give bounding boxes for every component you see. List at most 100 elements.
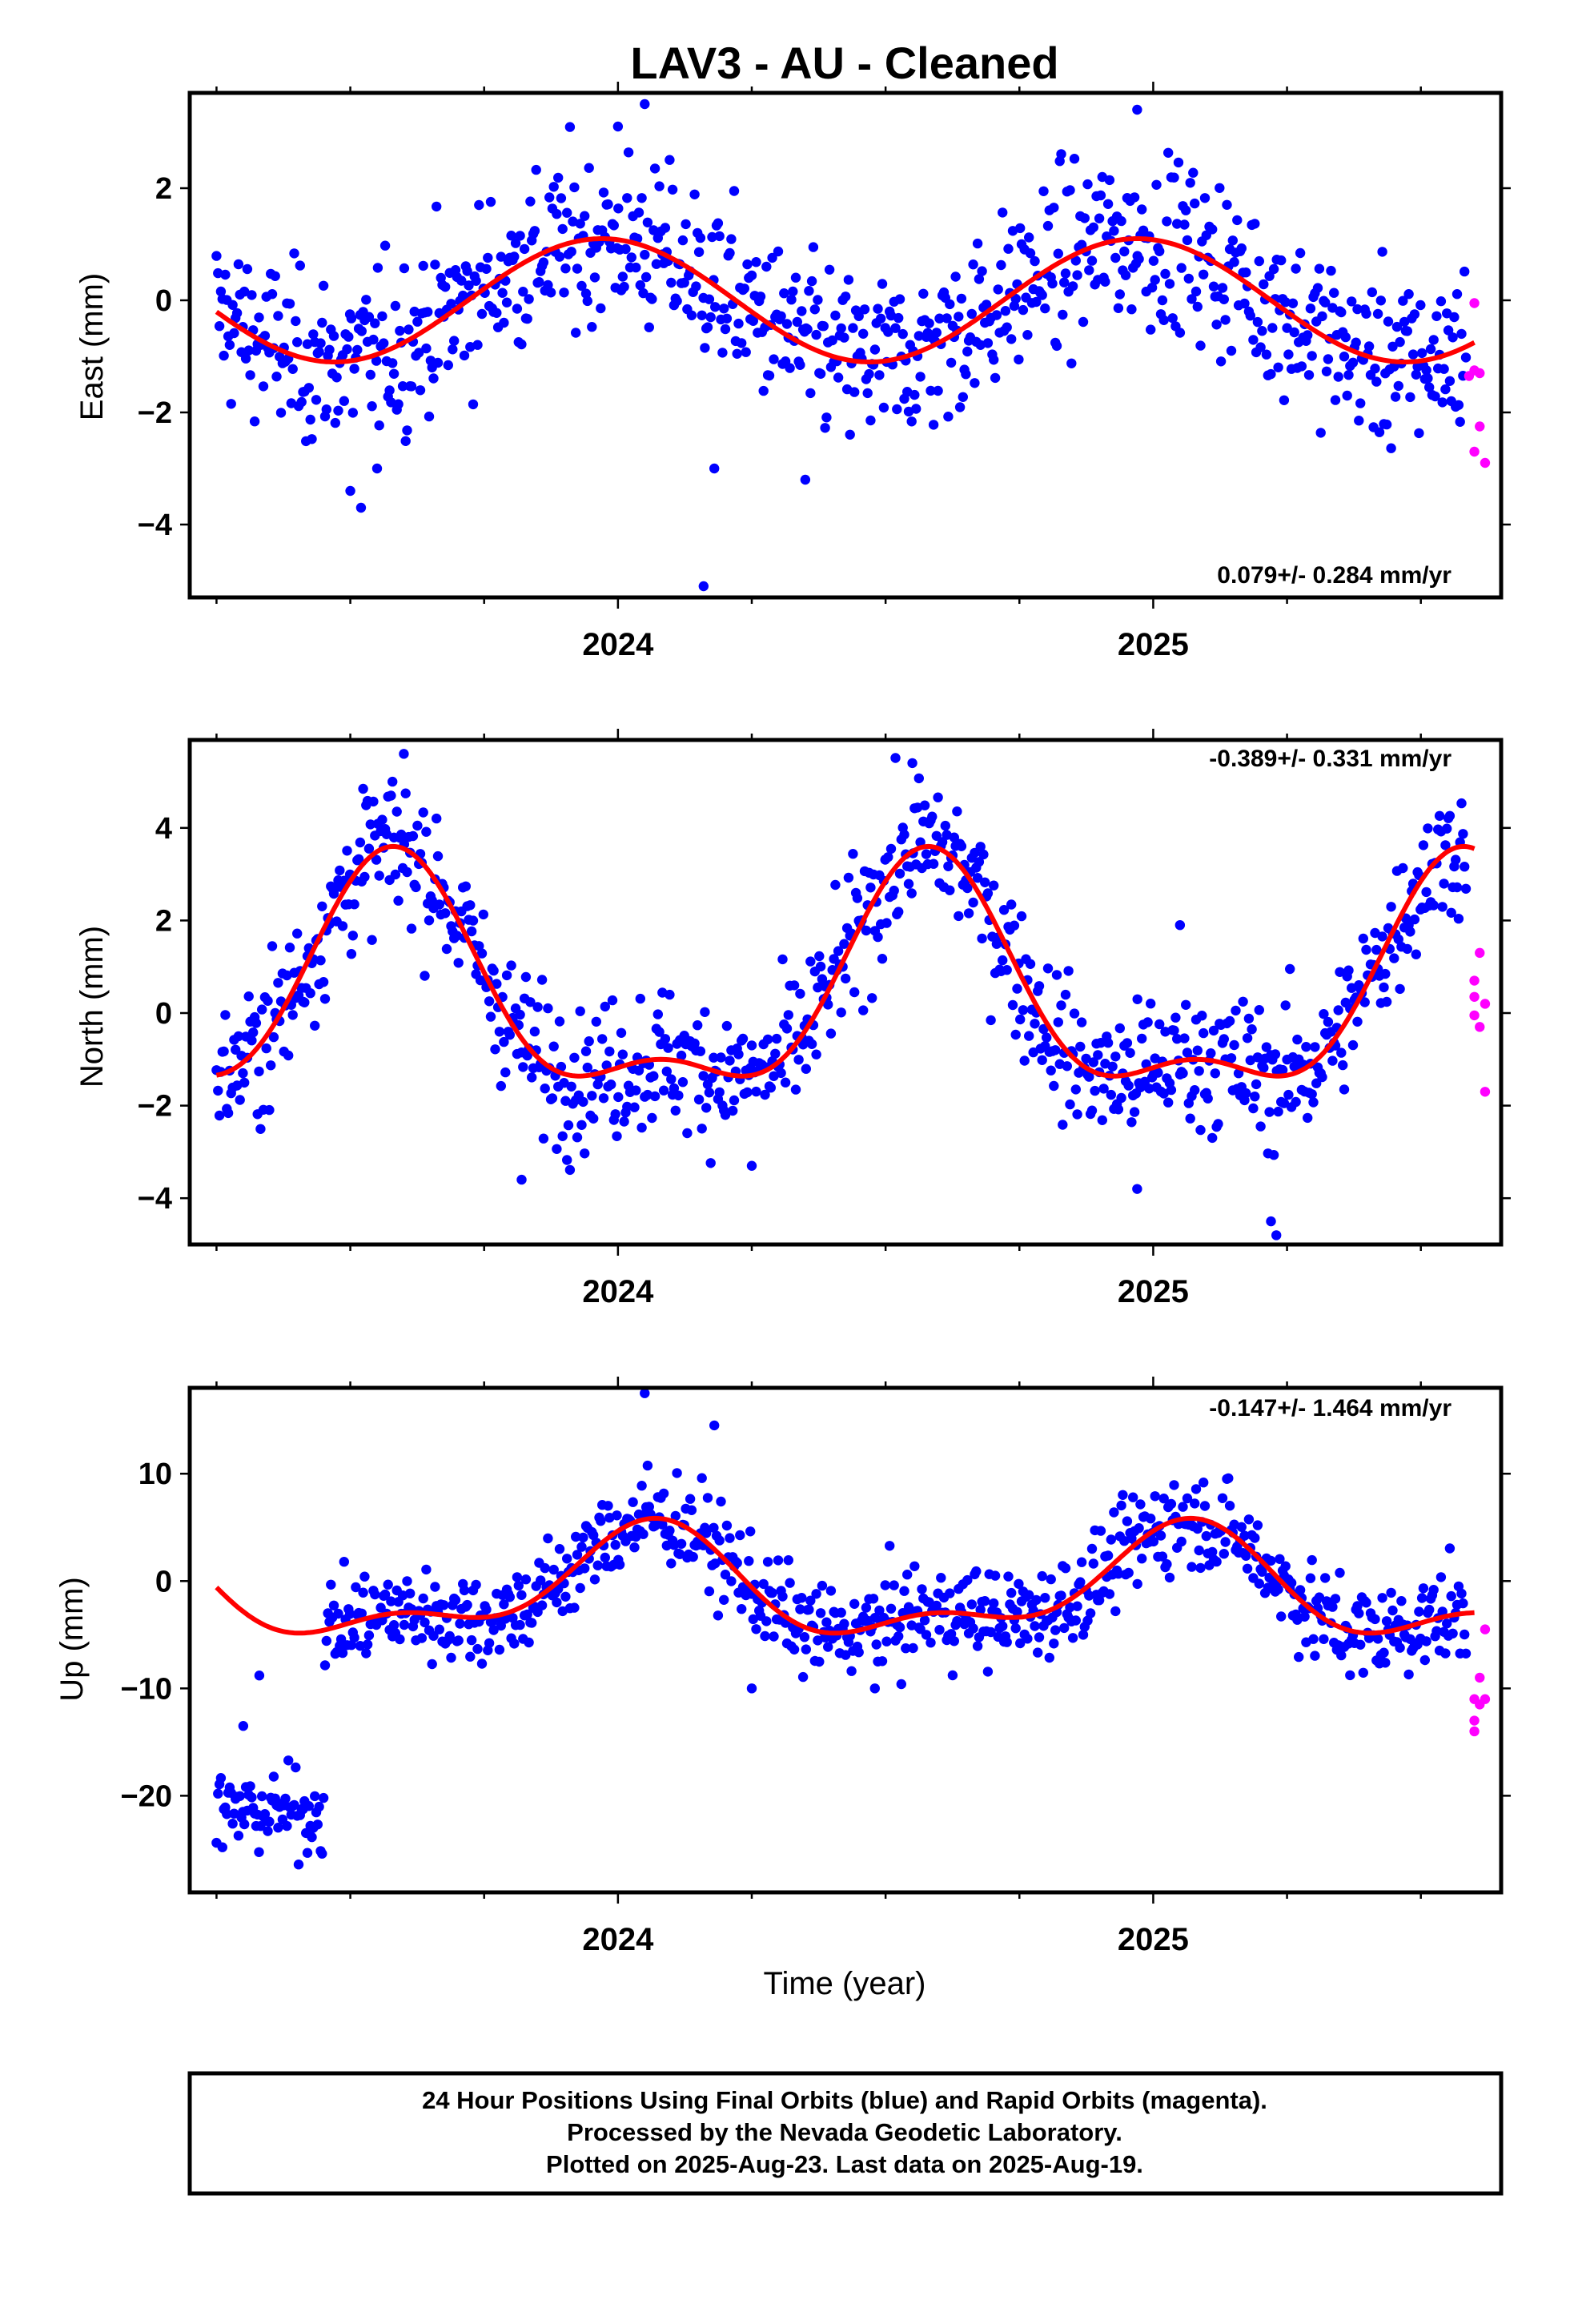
up-final-point (716, 1496, 726, 1507)
up-final-point (1190, 1498, 1200, 1509)
north-final-point (243, 991, 254, 1002)
east-final-point (258, 381, 269, 392)
north-final-point (1310, 1042, 1320, 1052)
up-final-point (1354, 1608, 1364, 1618)
north-final-point (600, 1001, 610, 1012)
north-final-point (284, 943, 295, 953)
north-final-point (1323, 1016, 1334, 1027)
north-final-point (598, 1093, 609, 1104)
north-final-point (1049, 1080, 1059, 1092)
up-final-point (540, 1562, 550, 1574)
north-final-point (1179, 1033, 1190, 1043)
north-final-point (677, 1077, 689, 1088)
north-final-point (676, 1050, 687, 1061)
up-final-point (235, 1791, 245, 1801)
east-final-point (243, 345, 254, 356)
up-final-point (697, 1473, 707, 1483)
up-final-point (1419, 1655, 1431, 1666)
north-final-point (500, 1067, 511, 1078)
north-final-point (1379, 982, 1389, 993)
north-final-point (1084, 1072, 1094, 1082)
up-ytick-label: 0 (155, 1565, 172, 1598)
up-final-point (1010, 1623, 1021, 1634)
east-final-point (1329, 287, 1339, 298)
north-final-point (716, 1052, 726, 1063)
east-ytick-label: −2 (138, 396, 172, 430)
up-final-point (640, 1388, 650, 1398)
north-rapid-point (1469, 991, 1480, 1002)
east-final-point (709, 463, 720, 474)
north-final-point (928, 858, 939, 869)
east-final-point (1449, 312, 1460, 323)
east-final-point (512, 304, 523, 314)
north-final-point (257, 1004, 267, 1015)
up-final-point (1327, 1602, 1338, 1612)
east-final-point (1024, 232, 1034, 243)
east-rapid-point (1480, 457, 1491, 468)
east-final-point (1134, 254, 1144, 264)
east-final-point (1409, 309, 1420, 320)
north-final-point (1037, 1055, 1047, 1066)
east-final-point (564, 122, 576, 132)
north-final-point (1056, 1000, 1066, 1011)
north-final-point (1219, 1034, 1230, 1044)
up-final-point (1070, 1615, 1082, 1626)
east-final-point (534, 277, 544, 287)
east-final-point (575, 219, 585, 229)
north-final-point (693, 1094, 705, 1105)
up-final-point (1191, 1484, 1202, 1494)
east-final-point (858, 328, 869, 339)
north-final-point (1247, 1024, 1257, 1035)
east-final-point (1222, 199, 1232, 210)
up-final-point (1002, 1637, 1012, 1647)
east-final-point (543, 279, 553, 291)
north-final-point (1224, 1015, 1235, 1027)
up-final-point (312, 1819, 323, 1830)
up-final-point (1065, 1602, 1075, 1613)
north-final-point (1273, 1106, 1283, 1117)
east-final-point (1307, 351, 1317, 361)
up-final-point (760, 1630, 770, 1642)
north-final-point (1254, 1005, 1265, 1015)
east-final-point (501, 297, 512, 308)
up-final-point (799, 1632, 810, 1642)
up-final-point (1242, 1563, 1253, 1574)
north-final-point (616, 1027, 627, 1039)
east-final-point (1261, 349, 1272, 360)
east-final-point (1303, 370, 1315, 380)
up-final-point (361, 1648, 371, 1659)
north-final-point (1270, 1049, 1281, 1059)
up-final-point (575, 1582, 585, 1594)
east-final-point (1254, 255, 1265, 267)
up-final-point (874, 1605, 885, 1616)
up-final-point (702, 1493, 713, 1503)
north-final-point (1113, 1104, 1124, 1115)
up-final-point (836, 1607, 846, 1618)
east-final-point (1282, 323, 1292, 333)
east-final-point (242, 263, 253, 275)
east-final-point (1059, 277, 1070, 287)
north-final-point (355, 837, 366, 848)
east-final-point (893, 312, 904, 324)
up-final-point (239, 1819, 250, 1830)
up-final-point (513, 1580, 524, 1591)
north-final-point (852, 893, 863, 903)
north-final-point (506, 960, 516, 971)
east-final-point (681, 219, 691, 230)
east-final-point (287, 364, 298, 374)
north-final-point (765, 1083, 776, 1093)
up-final-point (254, 1671, 265, 1681)
east-final-point (1167, 313, 1178, 324)
east-final-point (596, 303, 606, 314)
north-final-point (1437, 902, 1447, 912)
east-final-point (720, 324, 731, 335)
up-final-point (901, 1643, 911, 1654)
north-final-point (815, 961, 826, 972)
up-final-point (762, 1557, 773, 1567)
up-final-point (383, 1579, 393, 1590)
up-final-point (823, 1642, 833, 1652)
east-final-point (788, 286, 798, 297)
north-final-point (1248, 1103, 1259, 1114)
east-final-point (1405, 392, 1415, 403)
north-final-point (962, 883, 973, 894)
